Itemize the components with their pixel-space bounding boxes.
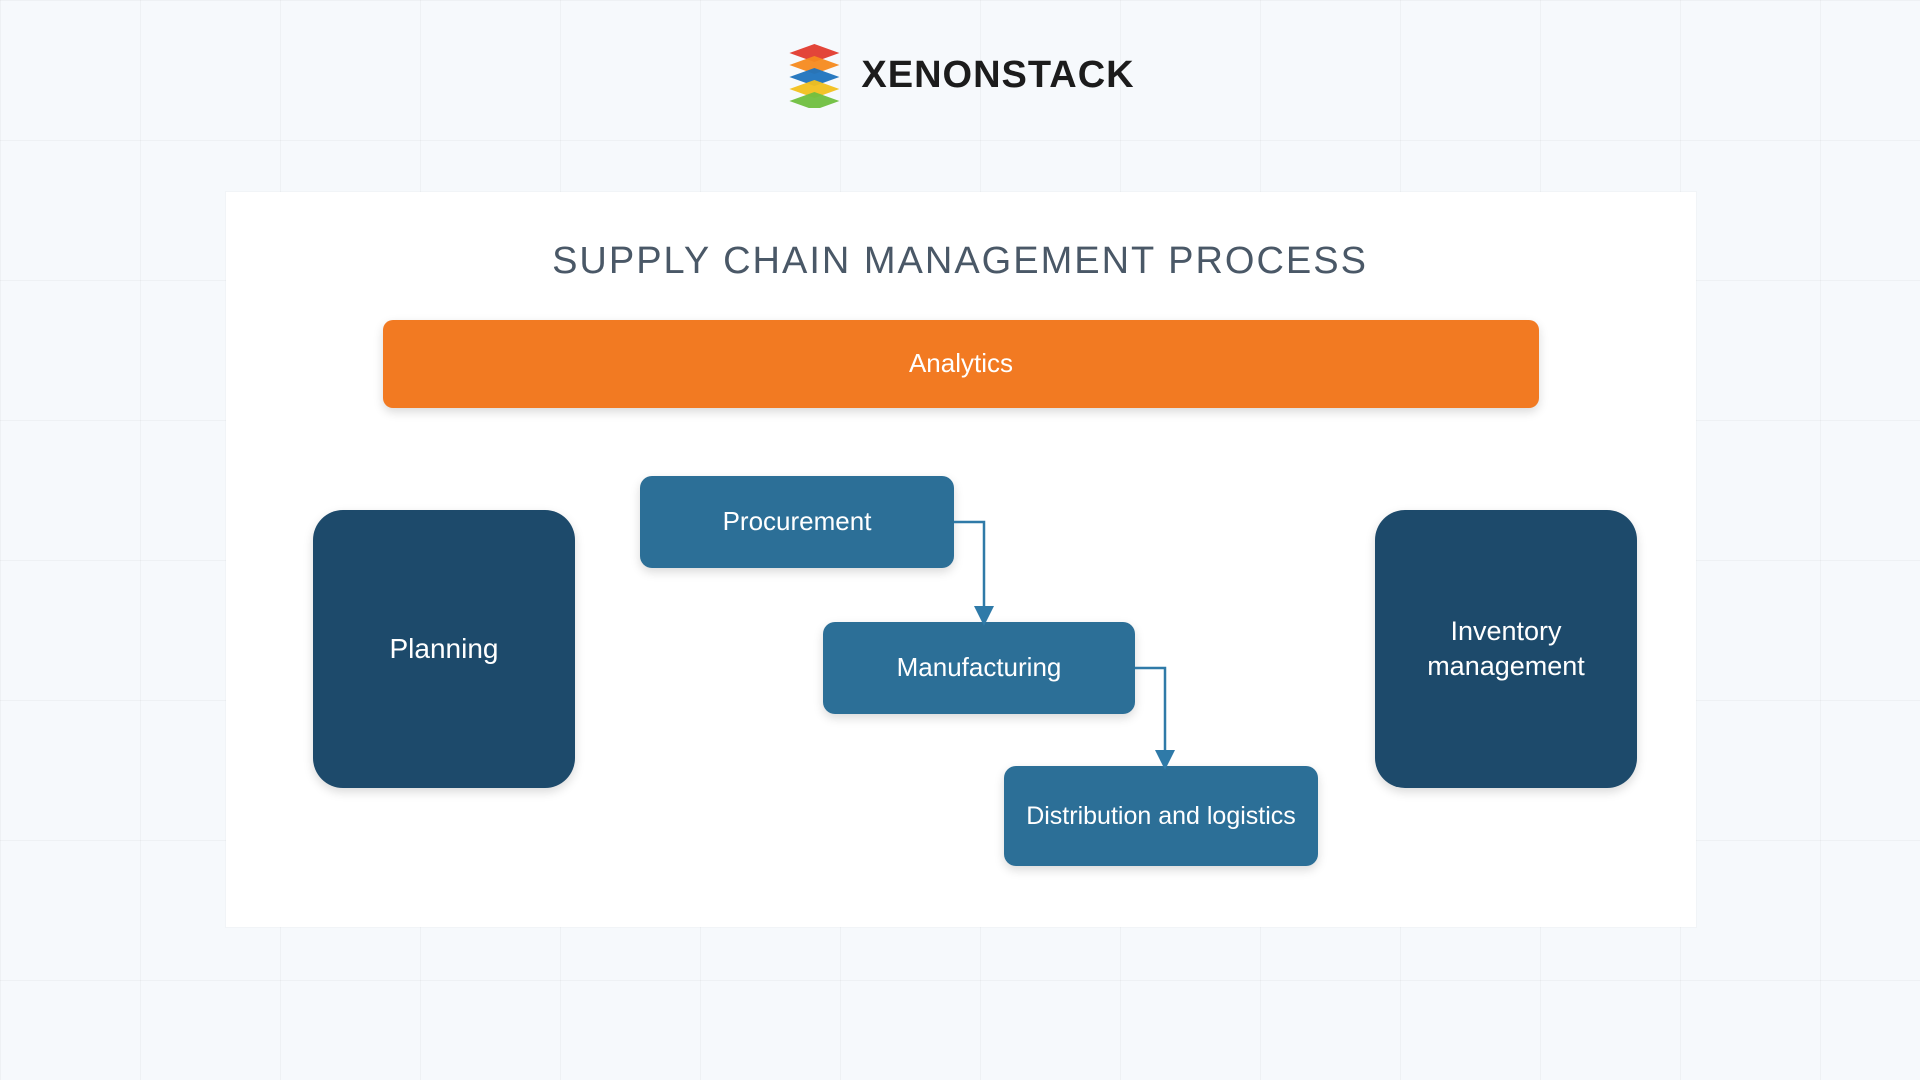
edge-manufacturing-distribution — [1135, 668, 1165, 760]
edge-procurement-manufacturing — [954, 522, 984, 616]
edges-layer — [0, 0, 1920, 1080]
